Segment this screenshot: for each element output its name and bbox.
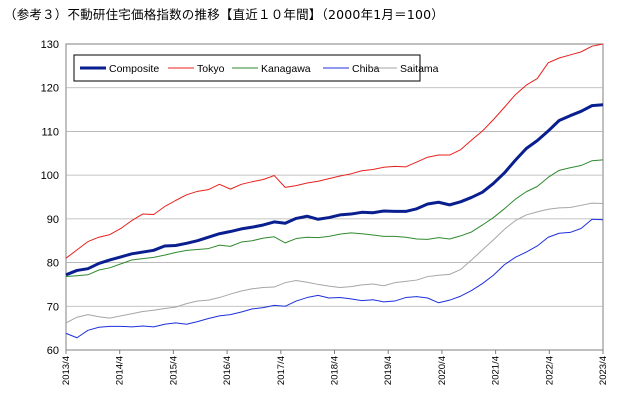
x-axis: 2013/4 2014/4 2015/4 2016/4 2017/4 2018/4 2019… <box>61 350 609 385</box>
x-tick-label: 2017/4 <box>276 356 287 385</box>
legend-label-saitama: Saitama <box>400 63 439 75</box>
x-tick-label: 2013/4 <box>61 356 72 385</box>
series-lines <box>65 43 604 339</box>
y-tick-label: 60 <box>47 345 59 357</box>
grid-lines <box>66 87 603 307</box>
chart-title: （参考３）不動研住宅価格指数の推移【直近１０年間】（2000年1月＝100） <box>4 7 444 22</box>
legend: Composite Tokyo Kanagawa Chiba Saitama <box>73 54 439 82</box>
series-line-composite <box>65 103 604 277</box>
x-tick-label: 2018/4 <box>330 356 341 385</box>
x-tick-label: 2021/4 <box>491 356 502 385</box>
y-tick-label: 110 <box>41 126 59 138</box>
series-line-tokyo <box>65 43 604 259</box>
series-line-chiba <box>65 218 604 339</box>
legend-label-tokyo: Tokyo <box>197 63 225 75</box>
y-tick-label: 70 <box>47 301 59 313</box>
x-tick-label: 2023/4 <box>598 356 609 385</box>
legend-label-chiba: Chiba <box>352 63 380 75</box>
x-tick-label: 2015/4 <box>168 356 179 385</box>
x-tick-label: 2014/4 <box>115 356 126 385</box>
y-tick-label: 80 <box>47 258 59 270</box>
y-axis: 60 70 80 90 100 110 120 130 <box>41 39 59 357</box>
y-tick-label: 130 <box>41 39 59 51</box>
series-line-kanagawa <box>65 159 604 278</box>
x-tick-label: 2020/4 <box>437 356 448 385</box>
plot-area <box>65 43 604 351</box>
x-tick-label: 2016/4 <box>222 356 233 385</box>
series-line-saitama <box>65 202 604 324</box>
legend-label-kanagawa: Kanagawa <box>261 63 311 75</box>
y-tick-label: 100 <box>41 170 59 182</box>
x-tick-label: 2022/4 <box>544 356 555 385</box>
y-tick-label: 120 <box>41 83 59 95</box>
x-tick-label: 2019/4 <box>383 356 394 385</box>
legend-label-composite: Composite <box>109 63 159 75</box>
y-tick-label: 90 <box>47 214 59 226</box>
